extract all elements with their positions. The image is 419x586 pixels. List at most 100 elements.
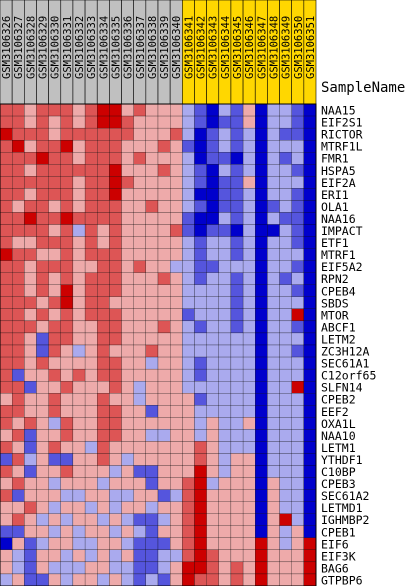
heatmap-cell xyxy=(36,332,49,346)
heatmap-cell xyxy=(194,188,207,201)
heatmap-cell xyxy=(12,393,25,406)
heatmap-cell xyxy=(97,573,110,586)
row-label: ERI1 xyxy=(321,188,349,202)
heatmap-cell xyxy=(303,405,317,418)
heatmap-cell xyxy=(72,224,86,237)
heatmap-cell xyxy=(279,441,292,454)
heatmap-cell xyxy=(206,368,219,382)
column-label: GSM3106344 xyxy=(220,16,232,79)
heatmap-cell xyxy=(145,272,159,285)
heatmap-cell xyxy=(255,429,268,442)
heatmap-cell xyxy=(279,525,292,538)
heatmap-cell xyxy=(170,188,183,201)
heatmap-cell xyxy=(303,513,317,526)
heatmap-cell xyxy=(291,489,304,502)
heatmap-cell xyxy=(218,308,232,322)
heatmap-cell xyxy=(170,381,183,394)
heatmap-cell xyxy=(109,308,122,322)
heatmap-cell xyxy=(242,356,256,370)
heatmap-cell xyxy=(121,115,134,129)
heatmap-cell xyxy=(84,489,98,502)
heatmap-cell xyxy=(267,260,280,273)
heatmap-cell xyxy=(121,393,134,406)
heatmap-cell xyxy=(279,549,292,563)
heatmap-cell xyxy=(170,200,183,213)
heatmap-cell xyxy=(303,356,317,370)
heatmap-cell xyxy=(194,200,207,213)
heatmap-cell xyxy=(157,356,171,370)
row-label: MTOR xyxy=(321,308,349,322)
heatmap-cell xyxy=(84,236,98,249)
heatmap-cell xyxy=(303,332,317,346)
heatmap-cell xyxy=(145,441,159,454)
heatmap-cell xyxy=(12,561,25,575)
heatmap-cell xyxy=(121,140,134,153)
heatmap-cell xyxy=(133,152,146,165)
heatmap-cell xyxy=(133,248,146,261)
heatmap-cell xyxy=(218,344,232,358)
heatmap-cell xyxy=(157,561,171,575)
heatmap-cell xyxy=(60,127,74,141)
heatmap-cell xyxy=(60,453,74,466)
heatmap-cell xyxy=(12,200,25,213)
row-label: MTRF1 xyxy=(321,248,356,262)
heatmap-cell xyxy=(84,127,98,141)
heatmap-cell xyxy=(170,393,183,406)
heatmap-cell xyxy=(170,224,183,237)
heatmap-cell xyxy=(194,344,207,358)
heatmap-cell xyxy=(182,393,195,406)
heatmap-cell xyxy=(242,393,256,406)
row-label: EIF2A xyxy=(321,176,356,190)
heatmap-cell xyxy=(230,332,244,346)
heatmap-cell xyxy=(218,429,232,442)
heatmap-cell xyxy=(157,236,171,249)
heatmap-cell xyxy=(170,236,183,249)
heatmap-cell xyxy=(267,489,280,502)
heatmap-cell xyxy=(267,296,280,309)
heatmap-cell xyxy=(12,441,25,454)
heatmap-cell xyxy=(24,103,37,117)
heatmap-cell xyxy=(84,393,98,406)
heatmap-cell xyxy=(0,441,13,454)
heatmap-cell xyxy=(206,393,219,406)
heatmap-cell xyxy=(0,549,13,563)
heatmap-cell xyxy=(36,212,49,225)
heatmap-cell xyxy=(242,501,256,514)
heatmap-cell xyxy=(157,344,171,358)
heatmap-cell xyxy=(145,236,159,249)
heatmap-cell xyxy=(230,296,244,309)
heatmap-cell xyxy=(121,525,134,538)
heatmap-cell xyxy=(194,501,207,514)
row-label: IGHMBP2 xyxy=(321,513,369,527)
heatmap-cell xyxy=(24,320,37,334)
heatmap-cell xyxy=(24,489,37,502)
heatmap-cell xyxy=(194,525,207,538)
heatmap-cell xyxy=(97,417,110,430)
heatmap-cell xyxy=(157,176,171,189)
heatmap-cell xyxy=(291,296,304,309)
heatmap-cell xyxy=(145,344,159,358)
heatmap-cell xyxy=(48,200,61,213)
heatmap-cell xyxy=(0,188,13,201)
heatmap-cell xyxy=(133,356,146,370)
heatmap-cell xyxy=(24,417,37,430)
heatmap-cell xyxy=(291,477,304,490)
heatmap-cell xyxy=(109,103,122,117)
heatmap-cell xyxy=(279,344,292,358)
heatmap-cell xyxy=(170,573,183,586)
heatmap-cell xyxy=(36,320,49,334)
heatmap-cell xyxy=(279,212,292,225)
heatmap-cell xyxy=(24,140,37,153)
heatmap-cell xyxy=(12,356,25,370)
heatmap-cell xyxy=(36,356,49,370)
heatmap-cell xyxy=(157,164,171,177)
heatmap-cell xyxy=(97,513,110,526)
heatmap-cell xyxy=(12,489,25,502)
heatmap-cell xyxy=(84,417,98,430)
heatmap-cell xyxy=(206,477,219,490)
heatmap-cell xyxy=(170,164,183,177)
heatmap-cell xyxy=(206,103,219,117)
heatmap-cell xyxy=(291,573,304,586)
heatmap-cell xyxy=(303,103,317,117)
heatmap-cell xyxy=(291,308,304,322)
